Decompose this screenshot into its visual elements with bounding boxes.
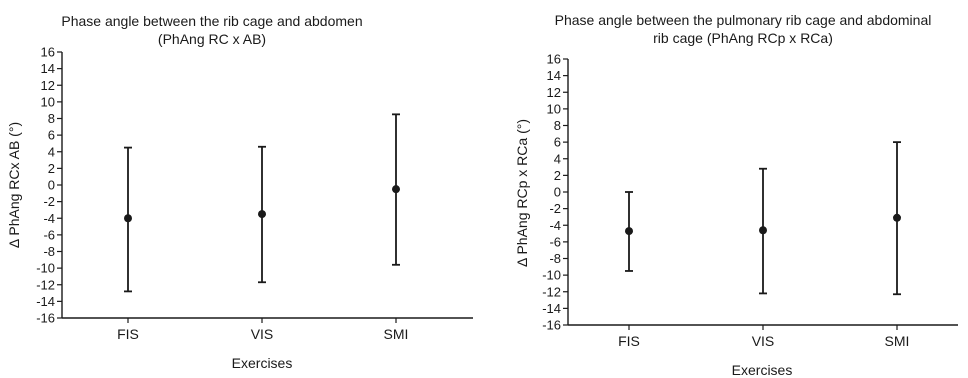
chart-left-ytick-label: 6: [48, 128, 55, 143]
chart-right-ytick-label: -8: [549, 251, 561, 266]
chart-right-ytick-label: 8: [554, 118, 561, 133]
chart-left-mean-point: [392, 185, 400, 194]
chart-right-ytick-label: 10: [547, 101, 561, 116]
chart-right-xtick-label: VIS: [752, 333, 775, 349]
chart-right-ytick-label: 4: [554, 151, 561, 166]
chart-right: Phase angle between the pulmonary rib ca…: [514, 12, 958, 378]
chart-left-title-line2: (PhAng RC x AB): [158, 31, 266, 47]
chart-left-ytick-label: -14: [36, 294, 55, 309]
chart-left: Phase angle between the rib cage and abd…: [6, 13, 473, 371]
chart-left-ytick-label: -16: [36, 311, 55, 326]
chart-right-xlabel: Exercises: [732, 362, 793, 378]
chart-left-xtick-label: SMI: [384, 326, 409, 342]
chart-right-ytick-label: 0: [554, 185, 561, 200]
chart-right-ytick-label: 6: [554, 135, 561, 150]
chart-left-ytick-label: -6: [43, 227, 55, 242]
chart-right-ytick-label: -16: [542, 318, 561, 333]
chart-right-mean-point: [759, 226, 767, 235]
chart-left-title-line1: Phase angle between the rib cage and abd…: [61, 13, 362, 29]
chart-right-ylabel: Δ PhAng RCp x RCa (°): [514, 119, 530, 267]
chart-right-ytick-label: -2: [549, 201, 561, 216]
chart-left-ytick-label: -2: [43, 194, 55, 209]
chart-left-ytick-label: 10: [41, 94, 55, 109]
chart-left-xtick-label: FIS: [117, 326, 139, 342]
chart-left-ytick-label: 2: [48, 161, 55, 176]
chart-right-ytick-label: 12: [547, 85, 561, 100]
chart-left-ytick-label: -4: [43, 211, 55, 226]
chart-left-ytick-label: 14: [41, 61, 55, 76]
chart-left-ytick-label: -10: [36, 261, 55, 276]
chart-right-ytick-label: -14: [542, 301, 561, 316]
chart-right-xtick-label: FIS: [618, 333, 640, 349]
chart-left-ytick-label: 4: [48, 144, 55, 159]
chart-right-mean-point: [893, 213, 901, 222]
chart-right-title-line2: rib cage (PhAng RCp x RCa): [653, 30, 833, 46]
chart-left-ytick-label: 8: [48, 111, 55, 126]
chart-left-ytick-label: 0: [48, 178, 55, 193]
chart-left-ytick-label: -8: [43, 244, 55, 259]
chart-left-ytick-label: -12: [36, 277, 55, 292]
chart-right-ytick-label: 14: [547, 68, 561, 83]
chart-right-ytick-label: -4: [549, 218, 561, 233]
chart-right-title-line1: Phase angle between the pulmonary rib ca…: [555, 12, 932, 28]
chart-right-xtick-label: SMI: [885, 333, 910, 349]
chart-right-ytick-label: -6: [549, 234, 561, 249]
chart-right-ytick-label: -12: [542, 284, 561, 299]
chart-left-ytick-label: 16: [41, 45, 55, 60]
chart-left-mean-point: [124, 214, 132, 223]
chart-right-ytick-label: 2: [554, 168, 561, 183]
chart-left-mean-point: [258, 210, 266, 219]
chart-left-ylabel: Δ PhAng RCx AB (°): [6, 122, 22, 248]
chart-right-ytick-label: 16: [547, 52, 561, 67]
chart-right-mean-point: [625, 227, 633, 236]
chart-left-xtick-label: VIS: [251, 326, 274, 342]
chart-left-xlabel: Exercises: [232, 355, 293, 371]
chart-right-ytick-label: -10: [542, 268, 561, 283]
chart-left-ytick-label: 12: [41, 78, 55, 93]
